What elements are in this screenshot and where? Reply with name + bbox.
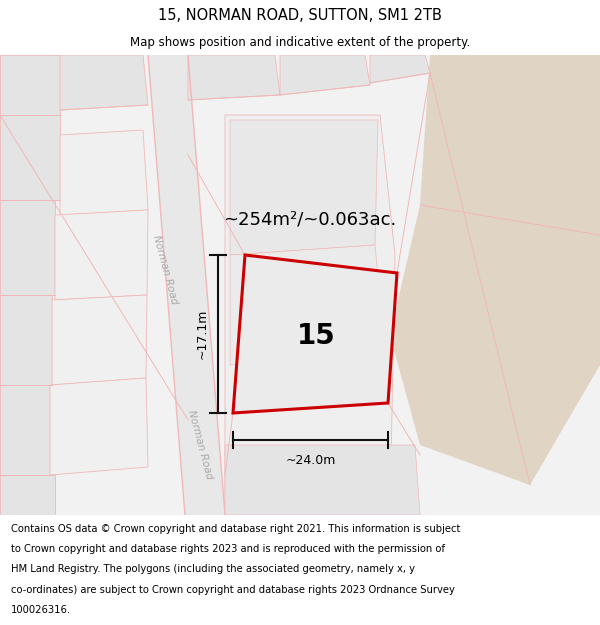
Polygon shape (0, 475, 55, 515)
Text: Map shows position and indicative extent of the property.: Map shows position and indicative extent… (130, 36, 470, 49)
Polygon shape (225, 115, 395, 515)
Polygon shape (225, 445, 420, 515)
Text: 100026316.: 100026316. (11, 605, 71, 615)
Polygon shape (370, 55, 430, 83)
Polygon shape (188, 55, 280, 100)
Polygon shape (60, 130, 148, 215)
Text: Norman Road: Norman Road (186, 409, 214, 481)
Polygon shape (390, 55, 600, 485)
Text: ~24.0m: ~24.0m (286, 454, 335, 466)
Polygon shape (52, 295, 147, 385)
Text: co-ordinates) are subject to Crown copyright and database rights 2023 Ordnance S: co-ordinates) are subject to Crown copyr… (11, 585, 455, 595)
Text: 15, NORMAN ROAD, SUTTON, SM1 2TB: 15, NORMAN ROAD, SUTTON, SM1 2TB (158, 8, 442, 23)
Text: to Crown copyright and database rights 2023 and is reproduced with the permissio: to Crown copyright and database rights 2… (11, 544, 445, 554)
Polygon shape (0, 200, 55, 295)
Text: Norman Road: Norman Road (151, 234, 179, 306)
Polygon shape (0, 55, 60, 115)
Text: HM Land Registry. The polygons (including the associated geometry, namely x, y: HM Land Registry. The polygons (includin… (11, 564, 415, 574)
Polygon shape (233, 255, 397, 413)
Polygon shape (148, 55, 225, 515)
Text: ~254m²/~0.063ac.: ~254m²/~0.063ac. (223, 211, 397, 229)
Polygon shape (0, 295, 52, 385)
Polygon shape (0, 115, 60, 200)
Polygon shape (230, 120, 378, 255)
Polygon shape (0, 385, 50, 475)
Polygon shape (60, 55, 148, 110)
Text: Contains OS data © Crown copyright and database right 2021. This information is : Contains OS data © Crown copyright and d… (11, 524, 460, 534)
Text: 15: 15 (296, 322, 335, 350)
Polygon shape (50, 378, 148, 475)
Polygon shape (230, 245, 385, 365)
Text: ~17.1m: ~17.1m (196, 309, 209, 359)
Polygon shape (55, 210, 148, 300)
Polygon shape (280, 55, 370, 95)
